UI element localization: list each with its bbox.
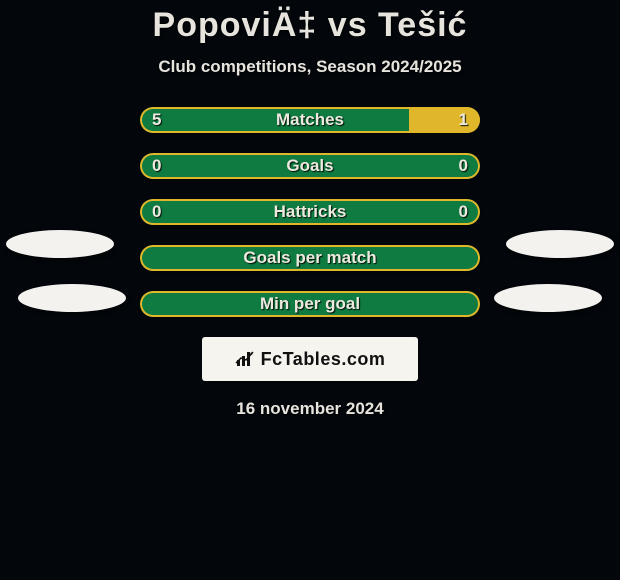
stat-row: Goals per match (140, 245, 480, 271)
subtitle: Club competitions, Season 2024/2025 (0, 57, 620, 77)
source-logo-box: FcTables.com (202, 337, 418, 381)
player-photo-placeholder (18, 284, 126, 312)
source-logo: FcTables.com (235, 349, 386, 370)
stat-label: Goals per match (140, 245, 480, 271)
stat-label: Hattricks (140, 199, 480, 225)
stat-label: Matches (140, 107, 480, 133)
stat-row: 00Hattricks (140, 199, 480, 225)
stat-row: Min per goal (140, 291, 480, 317)
bar-chart-icon (235, 350, 257, 368)
player-photo-placeholder (494, 284, 602, 312)
bars-container: 51Matches 00Goals 00Hattricks Goals per mat… (140, 107, 480, 317)
stat-label: Goals (140, 153, 480, 179)
stat-row: 51Matches (140, 107, 480, 133)
player-photo-placeholder (6, 230, 114, 258)
stat-row: 00Goals (140, 153, 480, 179)
stat-label: Min per goal (140, 291, 480, 317)
chart-area: 51Matches 00Goals 00Hattricks Goals per mat… (0, 107, 620, 317)
comparison-card: PopoviÄ‡ vs Tešić Club competitions, Sea… (0, 0, 620, 580)
page-title: PopoviÄ‡ vs Tešić (0, 6, 620, 45)
date-text: 16 november 2024 (0, 399, 620, 419)
source-logo-text: FcTables.com (261, 349, 386, 370)
player-photo-placeholder (506, 230, 614, 258)
